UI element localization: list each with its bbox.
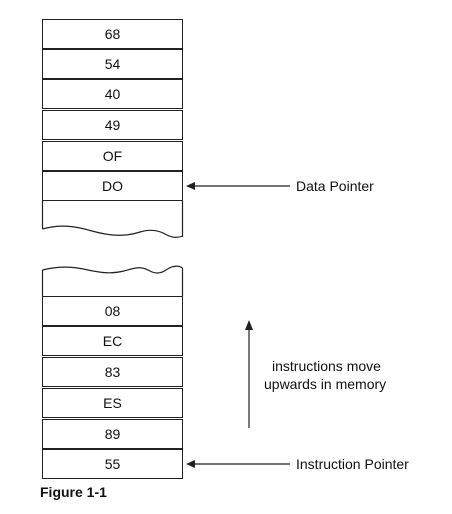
instructions-note-line-2: upwards in memory xyxy=(264,376,387,392)
memory-cell: 40 xyxy=(42,79,183,109)
memory-cell: EC xyxy=(42,326,183,356)
figure-caption: Figure 1-1 xyxy=(40,484,107,500)
bottom-stack-torn-edge xyxy=(41,265,184,296)
memory-cell: 68 xyxy=(42,19,183,49)
memory-cell-instruction-pointer-target: 55 xyxy=(42,449,183,479)
memory-cell-data-pointer-target: DO xyxy=(42,171,183,201)
memory-cell: ES xyxy=(42,388,183,418)
instruction-pointer-label: Instruction Pointer xyxy=(296,456,409,472)
data-pointer-arrow xyxy=(186,182,290,190)
data-pointer-label: Data Pointer xyxy=(296,178,374,194)
instructions-note-line-1: instructions move xyxy=(272,358,381,374)
memory-cell: 08 xyxy=(42,296,183,326)
memory-cell: OF xyxy=(42,141,183,171)
instruction-pointer-arrow xyxy=(186,460,290,468)
memory-cell: 49 xyxy=(42,110,183,140)
memory-cell: 54 xyxy=(42,49,183,79)
memory-cell: 83 xyxy=(42,357,183,387)
memory-cell: 89 xyxy=(42,419,183,449)
top-stack-torn-edge xyxy=(41,201,184,238)
upward-direction-arrow xyxy=(245,320,253,428)
